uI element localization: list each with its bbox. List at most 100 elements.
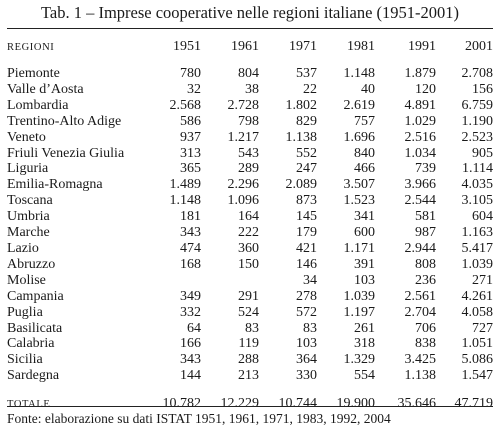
- value-cell: 1.029: [404, 113, 437, 129]
- value-cell: 1.879: [404, 66, 437, 81]
- value-cell: 421: [296, 240, 317, 256]
- table-row: Basilicata 64 83 83 261 706 727: [7, 321, 493, 337]
- column-header-year: 1971: [289, 39, 317, 54]
- value-cell: 120: [415, 81, 436, 97]
- value-cell: 727: [472, 320, 493, 336]
- value-cell: 1.148: [343, 66, 376, 81]
- value-cell: 1.197: [343, 304, 376, 320]
- value-cell: 1.039: [343, 288, 376, 304]
- value-cell: 168: [180, 256, 201, 272]
- value-cell: 1.190: [461, 113, 494, 129]
- value-cell: 364: [296, 352, 317, 368]
- region-name: Sardegna: [7, 368, 60, 384]
- value-cell: 524: [238, 304, 259, 320]
- value-cell: 22: [303, 81, 317, 97]
- value-cell: 288: [238, 352, 259, 368]
- value-cell: 247: [296, 161, 317, 177]
- value-cell: 1.163: [461, 225, 494, 241]
- region-name: Puglia: [7, 304, 43, 320]
- region-name: Friuli Venezia Giulia: [7, 145, 125, 161]
- value-cell: 604: [472, 209, 493, 225]
- value-cell: 236: [415, 272, 436, 288]
- value-cell: 1.547: [461, 368, 494, 384]
- region-name: Marche: [7, 225, 50, 241]
- value-cell: 40: [361, 81, 375, 97]
- value-cell: 3.425: [404, 352, 437, 368]
- region-name: Basilicata: [7, 320, 63, 336]
- region-name: Lombardia: [7, 97, 69, 113]
- value-cell: 474: [180, 240, 201, 256]
- table-row: Umbria 181 164 145 341 581 604: [7, 209, 493, 225]
- value-cell: 600: [354, 225, 375, 241]
- value-cell: 706: [415, 320, 436, 336]
- value-cell: 6.759: [461, 97, 494, 113]
- value-cell: 5.086: [461, 352, 494, 368]
- column-header-year: 1961: [231, 39, 259, 54]
- value-cell: 391: [354, 256, 375, 272]
- table-row: Molise 34 103 236 271: [7, 273, 493, 289]
- value-cell: 289: [238, 161, 259, 177]
- column-header-year: 1951: [173, 39, 201, 54]
- value-cell: 1.114: [462, 161, 493, 177]
- total-cell: 12.229: [220, 396, 260, 412]
- value-cell: 164: [238, 209, 259, 225]
- column-header-year: 1981: [347, 39, 375, 54]
- value-cell: 4.261: [461, 288, 494, 304]
- value-cell: 360: [238, 240, 259, 256]
- value-cell: 181: [180, 209, 201, 225]
- value-cell: 466: [354, 161, 375, 177]
- value-cell: 1.051: [461, 336, 494, 352]
- table-row: Calabria 166 119 103 318 838 1.051: [7, 336, 493, 352]
- value-cell: 32: [187, 81, 201, 97]
- value-cell: 146: [296, 256, 317, 272]
- value-cell: 1.138: [404, 368, 437, 384]
- total-cell: 10.782: [162, 396, 202, 412]
- value-cell: 2.728: [227, 97, 260, 113]
- table-row: Campania 349 291 278 1.039 2.561 4.261: [7, 289, 493, 305]
- value-cell: 3.507: [343, 177, 376, 193]
- value-cell: 2.704: [404, 304, 437, 320]
- value-cell: 313: [180, 145, 201, 161]
- value-cell: 543: [238, 145, 259, 161]
- table-row: Sardegna 144 213 330 554 1.138 1.547: [7, 368, 493, 384]
- header-row: REGIONI 1951 1961 1971 1981 1991 2001: [7, 34, 493, 60]
- value-cell: 905: [472, 145, 493, 161]
- column-header-year: 2001: [465, 39, 493, 54]
- value-cell: 341: [354, 209, 375, 225]
- table-row: Lombardia 2.568 2.728 1.802 2.619 4.891 6.759: [7, 98, 493, 114]
- value-cell: [157, 273, 201, 289]
- table-row: Veneto 937 1.217 1.138 1.696 2.516 2.523: [7, 130, 493, 146]
- value-cell: 2.523: [461, 129, 494, 145]
- value-cell: 780: [180, 66, 201, 81]
- source-note: Fonte: elaborazione su dati ISTAT 1951, …: [7, 411, 391, 426]
- value-cell: 349: [180, 288, 201, 304]
- value-cell: 5.417: [461, 240, 494, 256]
- value-cell: 838: [415, 336, 436, 352]
- value-cell: 2.561: [404, 288, 437, 304]
- value-cell: 213: [238, 368, 259, 384]
- value-cell: [201, 273, 259, 289]
- value-cell: 1.138: [285, 129, 318, 145]
- total-label: TOTALE: [7, 398, 51, 410]
- value-cell: 261: [354, 320, 375, 336]
- value-cell: 4.891: [404, 97, 437, 113]
- value-cell: 798: [238, 113, 259, 129]
- bottom-rule: [7, 406, 493, 407]
- region-name: Umbria: [7, 209, 50, 225]
- region-name: Emilia-Romagna: [7, 177, 103, 193]
- value-cell: 103: [296, 336, 317, 352]
- value-cell: 144: [180, 368, 201, 384]
- value-cell: 103: [354, 272, 375, 288]
- value-cell: 365: [180, 161, 201, 177]
- total-cell: 47.719: [454, 396, 494, 412]
- value-cell: 83: [303, 320, 317, 336]
- value-cell: 2.296: [227, 177, 260, 193]
- value-cell: 808: [415, 256, 436, 272]
- value-cell: 2.944: [404, 240, 437, 256]
- table-row: Lazio 474 360 421 1.171 2.944 5.417: [7, 241, 493, 257]
- region-name: Calabria: [7, 336, 55, 352]
- value-cell: 330: [296, 368, 317, 384]
- table-row: Liguria 365 289 247 466 739 1.114: [7, 161, 493, 177]
- value-cell: 222: [238, 225, 259, 241]
